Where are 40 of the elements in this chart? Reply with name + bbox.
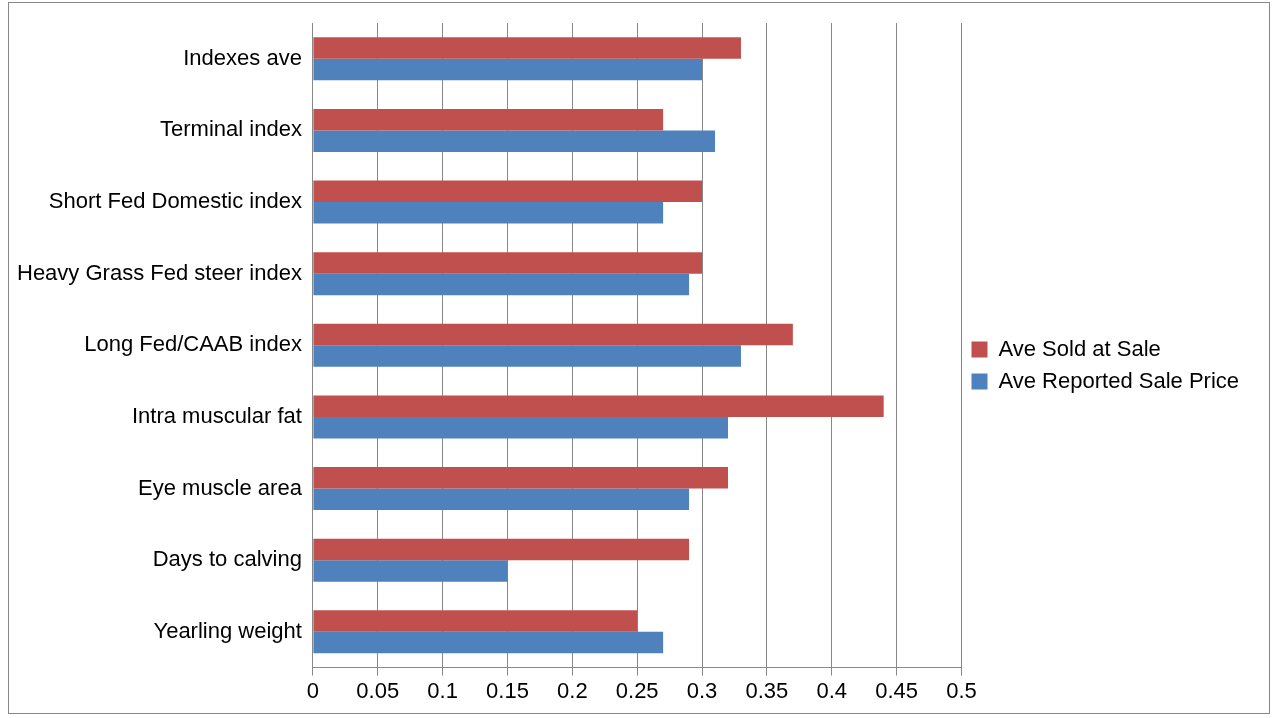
- bar: [313, 345, 741, 367]
- bar: [313, 252, 703, 274]
- y-tick-label: Terminal index: [160, 116, 302, 142]
- x-tick-label: 0.2: [557, 677, 588, 703]
- y-tick-label: Indexes ave: [183, 44, 302, 70]
- legend-label: Ave Reported Sale Price: [998, 367, 1240, 393]
- x-tick-label: 0.1: [427, 677, 458, 703]
- bar: [313, 108, 664, 131]
- y-tick-label: Short Fed Domestic index: [48, 188, 302, 214]
- y-tick-label: Eye muscle area: [138, 474, 303, 500]
- bar: [313, 395, 884, 417]
- y-tick-label: Heavy Grass Fed steer index: [16, 259, 302, 285]
- x-tick-label: 0.4: [816, 677, 848, 703]
- bar: [313, 58, 703, 81]
- y-tick-label: Yearling weight: [153, 617, 302, 643]
- bar: [313, 130, 716, 152]
- bar: [313, 416, 728, 439]
- bar: [313, 610, 638, 632]
- x-tick-label: 0.25: [615, 677, 659, 703]
- x-tick-label: 0.15: [486, 677, 529, 703]
- x-tick-label: 0.5: [946, 677, 977, 703]
- bar: [313, 538, 690, 561]
- x-tick-label: 0.05: [356, 677, 400, 703]
- bar: [313, 273, 690, 296]
- x-tick-label: 0.35: [745, 677, 789, 703]
- x-tick-label: 0: [306, 677, 320, 703]
- bar: [313, 202, 664, 224]
- bar: [313, 37, 741, 59]
- bar: [313, 180, 703, 203]
- bar: [313, 467, 728, 489]
- y-tick-label: Long Fed/CAAB index: [84, 331, 302, 357]
- bar: [313, 488, 690, 511]
- y-tick-label: Days to calving: [152, 546, 302, 572]
- bar: [313, 323, 793, 346]
- y-tick-label: Intra muscular fat: [131, 402, 302, 428]
- x-tick-label: 0.45: [875, 677, 919, 703]
- bar: [313, 631, 664, 654]
- bar: [313, 560, 508, 582]
- x-tick-label: 0.3: [686, 677, 718, 703]
- legend-label: Ave Sold at Sale: [998, 335, 1161, 361]
